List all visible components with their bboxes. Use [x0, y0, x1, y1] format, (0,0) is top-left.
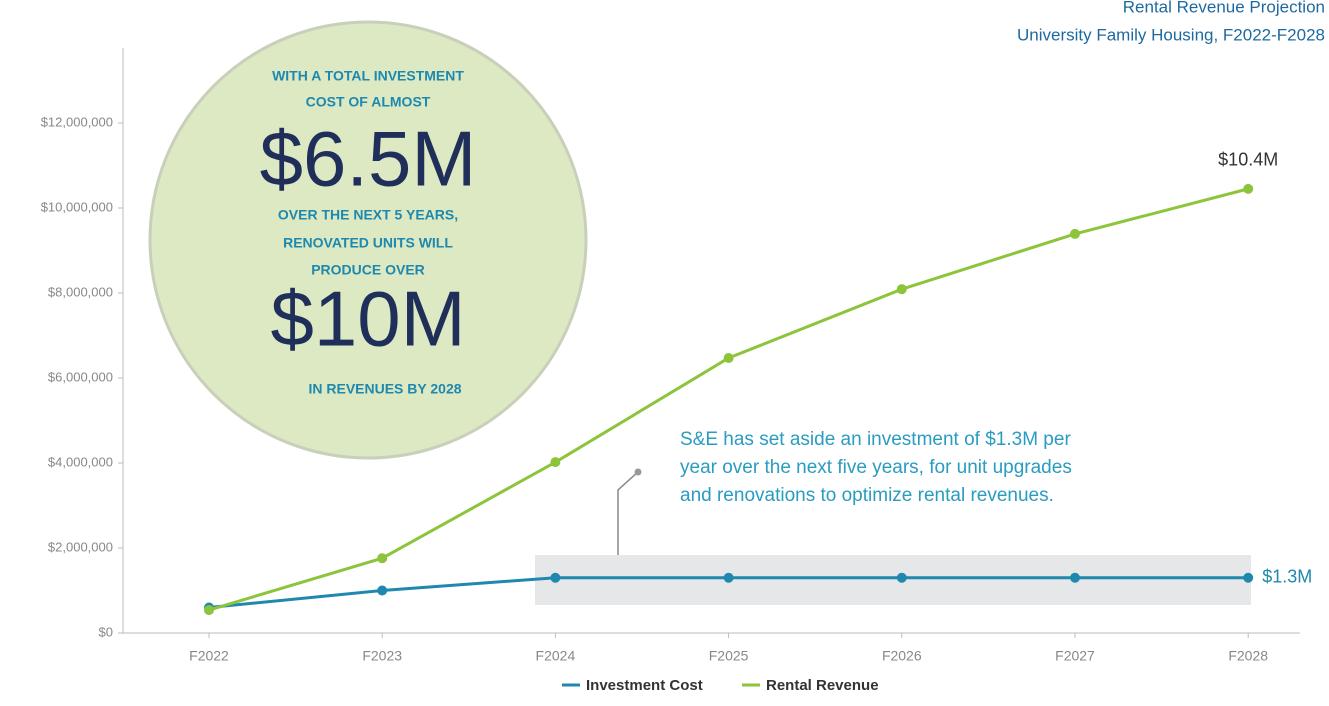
x-tick-label: F2023: [362, 648, 402, 664]
data-point: [1070, 228, 1080, 239]
circle-text: PRODUCE OVER: [311, 262, 425, 278]
data-label: $1.3M: [1262, 567, 1312, 587]
data-point: [550, 572, 561, 583]
y-tick-label: $8,000,000: [48, 284, 113, 299]
chart-title: Rental Revenue Projection: [1123, 0, 1325, 16]
highlight-band: [535, 555, 1251, 605]
callout-text: year over the next five years, for unit …: [680, 457, 1072, 478]
circle-text: RENOVATED UNITS WILL: [283, 235, 453, 251]
y-tick-label: $2,000,000: [48, 539, 113, 554]
y-tick-label: $4,000,000: [48, 454, 113, 469]
data-point: [550, 457, 561, 468]
legend-label: Rental Revenue: [766, 677, 879, 694]
x-tick-label: F2022: [189, 648, 229, 664]
data-label: $10.4M: [1218, 150, 1278, 170]
circle-text: IN REVENUES BY 2028: [308, 381, 461, 397]
circle-text: COST OF ALMOST: [306, 94, 431, 110]
data-point: [204, 605, 214, 616]
x-tick-label: F2028: [1228, 648, 1268, 664]
data-point: [1243, 183, 1254, 194]
circle-figure: $10M: [270, 275, 465, 363]
x-tick-label: F2024: [536, 648, 576, 664]
x-tick-label: F2027: [1055, 648, 1095, 664]
circle-text: WITH A TOTAL INVESTMENT: [272, 68, 464, 84]
callout-text: and renovations to optimize rental reven…: [680, 485, 1054, 506]
data-point: [1070, 572, 1080, 583]
highlight-circle: [148, 20, 588, 460]
data-point: [896, 572, 907, 583]
callout-text: S&E has set aside an investment of $1.3M…: [680, 429, 1071, 450]
circle-figure: $6.5M: [260, 115, 477, 203]
y-tick-label: $0: [99, 624, 113, 639]
legend-label: Investment Cost: [586, 677, 703, 694]
circle-text: OVER THE NEXT 5 YEARS,: [278, 207, 458, 223]
data-point: [377, 553, 388, 564]
data-point: [723, 353, 734, 364]
x-tick-label: F2026: [882, 648, 922, 664]
x-tick-label: F2025: [709, 648, 749, 664]
chart-subtitle: University Family Housing, F2022-F2028: [1017, 25, 1325, 44]
data-point: [377, 585, 388, 596]
y-tick-label: $10,000,000: [41, 199, 113, 214]
y-tick-label: $12,000,000: [41, 114, 113, 129]
data-point: [896, 284, 907, 295]
data-point: [723, 572, 734, 583]
y-tick-label: $6,000,000: [48, 369, 113, 384]
data-point: [1243, 572, 1254, 583]
callout-leader: [617, 471, 639, 555]
callout-dot: [634, 468, 642, 476]
